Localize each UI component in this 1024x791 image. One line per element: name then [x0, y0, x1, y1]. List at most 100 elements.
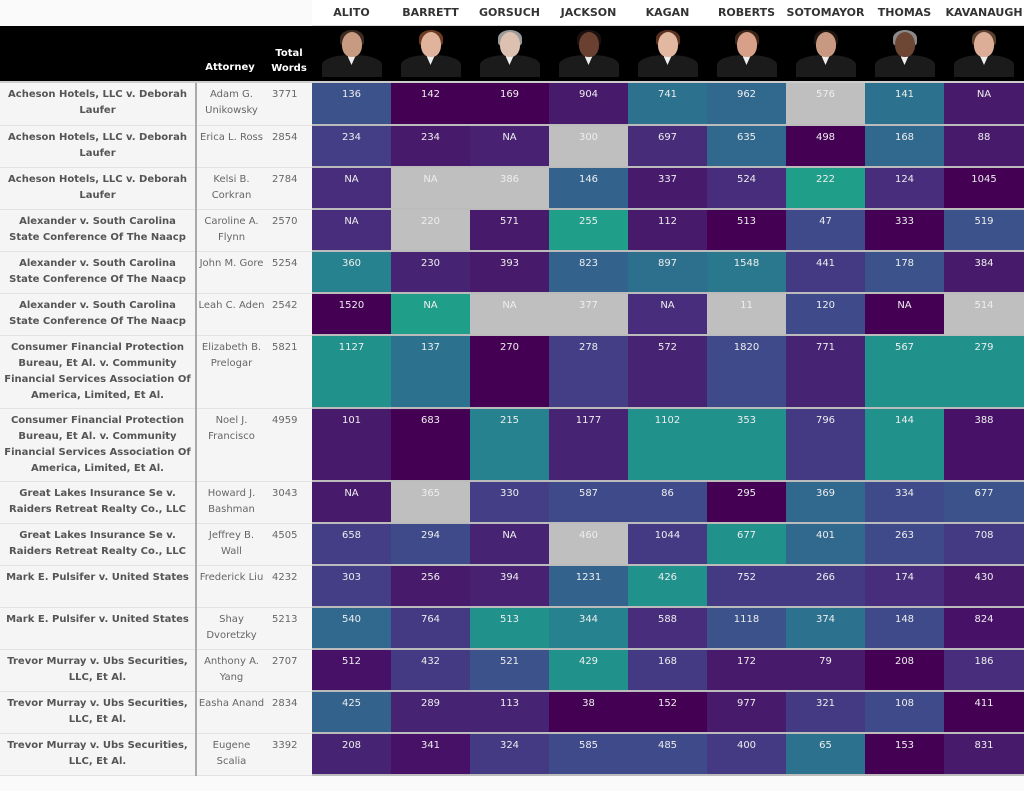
word-count-cell-alito: 234	[312, 125, 391, 168]
word-count-cell-thomas: 333	[865, 209, 944, 252]
word-count-cell-thomas: 208	[865, 649, 944, 692]
word-count-cell-jackson: 146	[549, 167, 628, 210]
robe-shape	[479, 55, 540, 77]
word-count-cell-sotomayor: 401	[786, 523, 865, 566]
word-count-cell-gorsuch: 394	[470, 565, 549, 608]
word-count-cell-sotomayor: 796	[786, 408, 865, 482]
word-count-cell-roberts: 1548	[707, 251, 786, 294]
face-shape	[815, 32, 836, 57]
word-count-cell-kavanaugh: 708	[944, 523, 1024, 566]
collar-shape	[426, 56, 435, 65]
word-count-cell-alito: 1127	[312, 335, 391, 409]
word-count-cell-jackson: 377	[549, 293, 628, 336]
word-count-cell-jackson: 1231	[549, 565, 628, 608]
word-count-cell-barrett: 365	[391, 481, 470, 524]
word-count-cell-gorsuch: 513	[470, 607, 549, 650]
word-count-table: Acheson Hotels, LLC v. Deborah Laufer Ada…	[0, 83, 1024, 776]
word-count-cell-kagan: 426	[628, 565, 707, 608]
word-count-cell-jackson: 460	[549, 523, 628, 566]
column-header-jackson[interactable]: JACKSON	[549, 0, 628, 26]
table-row: Alexander v. South Carolina State Confer…	[0, 209, 1024, 252]
robe-shape	[874, 55, 935, 77]
word-count-cell-gorsuch: 521	[470, 649, 549, 692]
column-header-thomas[interactable]: THOMAS	[865, 0, 944, 26]
collar-shape	[663, 56, 672, 65]
word-count-cell-alito: 512	[312, 649, 391, 692]
column-header-roberts[interactable]: ROBERTS	[707, 0, 786, 26]
attorney-name: Leah C. Aden	[196, 293, 266, 336]
word-count-cell-barrett: 294	[391, 523, 470, 566]
table-row: Great Lakes Insurance Se v. Raiders Retr…	[0, 523, 1024, 566]
word-count-cell-alito: 540	[312, 607, 391, 650]
word-count-cell-sotomayor: 321	[786, 691, 865, 734]
word-count-cell-roberts: 400	[707, 733, 786, 776]
word-count-cell-kavanaugh: 279	[944, 335, 1024, 409]
word-count-cell-barrett: NA	[391, 167, 470, 210]
column-header-alito[interactable]: ALITO	[312, 0, 391, 26]
case-name: Consumer Financial Protection Bureau, Et…	[0, 335, 197, 409]
word-count-cell-roberts: 353	[707, 408, 786, 482]
robe-shape	[400, 55, 461, 77]
word-count-cell-gorsuch: NA	[470, 523, 549, 566]
attorney-name: Shay Dvoretzky	[196, 607, 266, 650]
word-count-cell-gorsuch: 113	[470, 691, 549, 734]
word-count-cell-alito: 360	[312, 251, 391, 294]
word-count-cell-sotomayor: 374	[786, 607, 865, 650]
word-count-cell-thomas: 141	[865, 83, 944, 126]
portrait-kavanaugh	[944, 26, 1024, 81]
case-name: Trevor Murray v. Ubs Securities, LLC, Et…	[0, 649, 197, 692]
robe-shape	[954, 55, 1014, 77]
word-count-cell-jackson: 344	[549, 607, 628, 650]
word-count-cell-roberts: 1820	[707, 335, 786, 409]
attorney-name: Anthony A. Yang	[196, 649, 266, 692]
column-header-kagan[interactable]: KAGAN	[628, 0, 707, 26]
collar-shape	[821, 56, 830, 65]
word-count-cell-kagan: 588	[628, 607, 707, 650]
total-words: 4505	[266, 523, 312, 566]
word-count-cell-alito: NA	[312, 167, 391, 210]
word-count-cell-roberts: 11	[707, 293, 786, 336]
column-header-kavanaugh[interactable]: KAVANAUGH	[944, 0, 1024, 26]
word-count-cell-kagan: 152	[628, 691, 707, 734]
word-count-cell-thomas: 168	[865, 125, 944, 168]
word-count-cell-gorsuch: 215	[470, 408, 549, 482]
table-row: Trevor Murray v. Ubs Securities, LLC, Et…	[0, 649, 1024, 692]
attorney-name: Erica L. Ross	[196, 125, 266, 168]
total-words: 4959	[266, 408, 312, 482]
word-count-cell-alito: NA	[312, 209, 391, 252]
table-row: Mark E. Pulsifer v. United States Frederi…	[0, 565, 1024, 608]
portrait-jackson	[549, 26, 628, 81]
face-shape	[974, 32, 994, 57]
word-count-cell-roberts: 1118	[707, 607, 786, 650]
face-shape	[420, 32, 441, 57]
case-name: Trevor Murray v. Ubs Securities, LLC, Et…	[0, 691, 197, 734]
word-count-cell-barrett: 289	[391, 691, 470, 734]
word-count-cell-kavanaugh: 430	[944, 565, 1024, 608]
word-count-cell-kavanaugh: 514	[944, 293, 1024, 336]
collar-shape	[900, 56, 909, 65]
column-header-attorney: Attorney	[205, 62, 255, 73]
word-count-cell-kavanaugh: 519	[944, 209, 1024, 252]
face-shape	[578, 32, 599, 57]
word-count-cell-thomas: 174	[865, 565, 944, 608]
column-header-barrett[interactable]: BARRETT	[391, 0, 470, 26]
case-name: Acheson Hotels, LLC v. Deborah Laufer	[0, 83, 197, 126]
attorney-name: Elizabeth B. Prelogar	[196, 335, 266, 409]
table-row: Alexander v. South Carolina State Confer…	[0, 251, 1024, 294]
face-shape	[341, 32, 362, 57]
word-count-cell-kagan: 741	[628, 83, 707, 126]
table-row: Consumer Financial Protection Bureau, Et…	[0, 408, 1024, 482]
attorney-name: Kelsi B. Corkran	[196, 167, 266, 210]
attorney-name: Howard J. Bashman	[196, 481, 266, 524]
word-count-cell-sotomayor: 771	[786, 335, 865, 409]
column-header-gorsuch[interactable]: GORSUCH	[470, 0, 549, 26]
collar-shape	[980, 56, 988, 65]
word-count-cell-alito: 425	[312, 691, 391, 734]
word-count-cell-jackson: 904	[549, 83, 628, 126]
word-count-cell-roberts: 677	[707, 523, 786, 566]
header-band: Attorney Total Words	[0, 26, 1024, 81]
column-header-sotomayor[interactable]: SOTOMAYOR	[786, 0, 865, 26]
word-count-cell-gorsuch: 571	[470, 209, 549, 252]
word-count-cell-kavanaugh: 388	[944, 408, 1024, 482]
header-divider	[0, 81, 1024, 83]
